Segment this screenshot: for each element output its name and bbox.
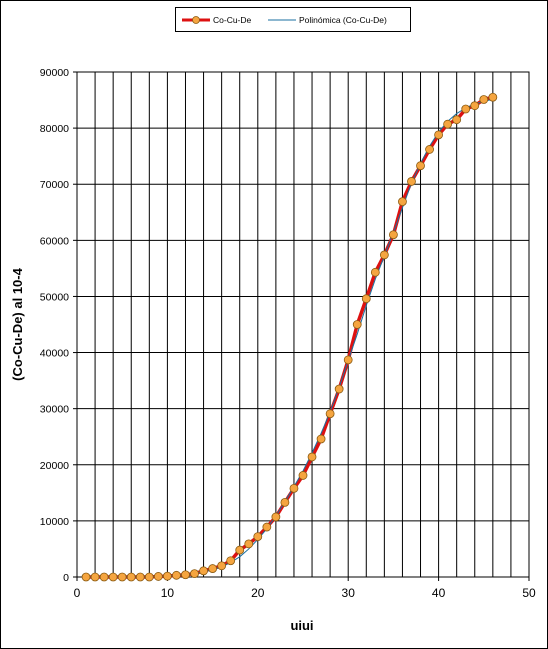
data-point: [208, 564, 218, 573]
data-point: [361, 294, 371, 304]
y-tick-label: 40000: [40, 348, 69, 360]
data-point: [461, 104, 471, 114]
data-point: [117, 572, 127, 582]
data-point: [262, 522, 272, 532]
y-tick-label: 30000: [40, 404, 69, 416]
data-point: [352, 320, 362, 329]
data-point: [81, 572, 91, 582]
x-axis-title: uiui: [290, 618, 313, 633]
data-point: [99, 572, 109, 582]
x-tick-label: 30: [342, 586, 356, 600]
x-tick-label: 50: [522, 586, 536, 600]
y-tick-label: 90000: [40, 67, 69, 79]
data-point: [398, 197, 407, 207]
series-line-polinomica: [86, 99, 493, 578]
data-point: [226, 556, 236, 566]
data-point: [172, 570, 181, 580]
data-point: [181, 570, 190, 580]
y-tick-label: 50000: [40, 291, 69, 303]
x-tick-label: 0: [74, 586, 81, 600]
data-point: [307, 452, 317, 462]
data-point: [388, 230, 398, 240]
data-point: [452, 115, 462, 125]
data-point: [126, 572, 136, 582]
data-point: [407, 177, 416, 186]
y-tick-label: 20000: [40, 460, 69, 472]
data-point: [334, 384, 344, 394]
data-point: [289, 483, 299, 493]
x-tick-label: 40: [432, 586, 446, 600]
data-point: [135, 572, 145, 582]
data-point: [153, 572, 163, 581]
data-point: [235, 545, 245, 555]
data-point: [470, 101, 480, 111]
y-tick-label: 0: [63, 572, 69, 584]
data-point: [379, 250, 389, 260]
legend-label-series-2: Polinómica (Co-Cu-De): [299, 14, 387, 25]
data-point: [190, 569, 199, 579]
y-axis-title: (Co-Cu-De) al 10-4: [10, 267, 25, 380]
legend-swatch-series-1: [182, 15, 210, 24]
data-point: [90, 572, 100, 582]
data-point: [488, 92, 498, 102]
data-point: [434, 130, 444, 140]
y-tick-label: 10000: [40, 516, 69, 528]
y-tick-label: 80000: [40, 123, 69, 135]
legend-item-series-2: Polinómica (Co-Cu-De): [268, 8, 387, 31]
plot-area: [77, 72, 529, 577]
legend-label-series-1: Co-Cu-De: [213, 14, 252, 25]
data-point: [325, 409, 335, 419]
x-tick-label: 10: [161, 586, 175, 600]
data-point: [416, 161, 425, 171]
data-point: [425, 145, 434, 154]
legend-swatch-series-2: [268, 19, 296, 20]
legend: Co-Cu-De Polinómica (Co-Cu-De): [175, 7, 411, 32]
plot-border: [76, 71, 530, 578]
data-point: [144, 572, 154, 582]
data-point: [199, 566, 208, 576]
data-point: [271, 512, 281, 522]
y-tick-label: 70000: [40, 179, 69, 191]
data-point: [343, 355, 353, 365]
data-point: [108, 572, 118, 582]
data-point: [253, 532, 263, 541]
data-point: [217, 561, 227, 571]
data-point: [479, 95, 489, 104]
y-tick-label: 60000: [40, 235, 69, 247]
data-point: [443, 119, 453, 129]
data-point: [298, 471, 308, 480]
data-point: [244, 539, 254, 549]
data-point: [316, 434, 326, 444]
data-point: [370, 267, 380, 277]
x-tick-label: 20: [251, 586, 265, 600]
data-point: [280, 497, 290, 507]
legend-item-series-1: Co-Cu-De: [182, 8, 251, 31]
data-point: [162, 571, 172, 581]
